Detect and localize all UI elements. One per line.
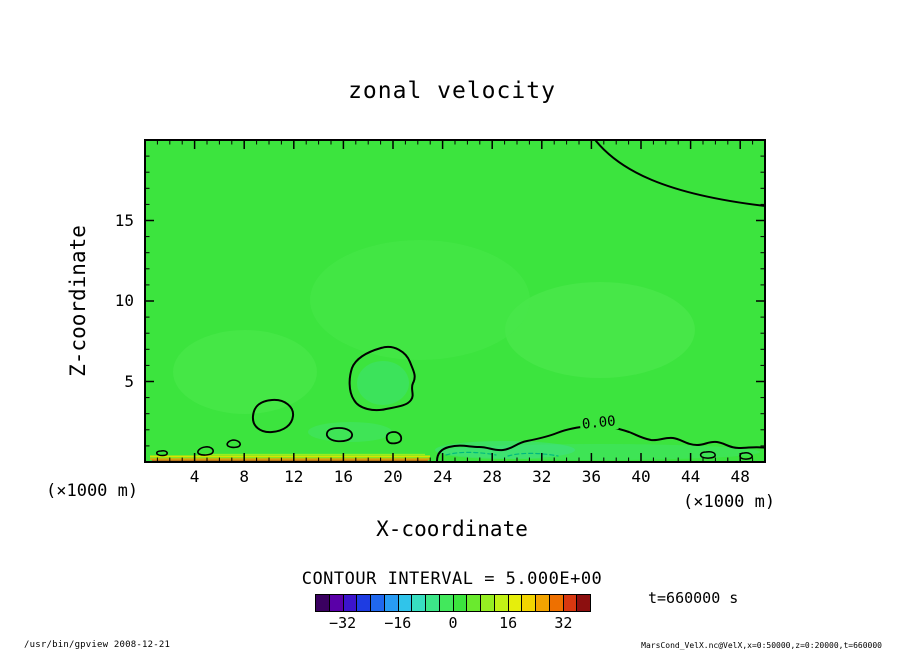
colorbar-segment (521, 595, 535, 611)
colorbar-segment (425, 595, 439, 611)
footer-command: /usr/bin/gpview 2008-12-21 (24, 640, 171, 650)
colorbar-segment (397, 595, 412, 611)
footer-dataset: MarsCond_VelX.nc@VelX,x=0:50000,z=0:2000… (641, 641, 882, 650)
colorbar-segment (535, 595, 549, 611)
y-axis-title: Z-coordinate (66, 225, 90, 377)
contour-line (226, 439, 241, 449)
x-axis-title: X-coordinate (376, 517, 528, 541)
contour-line (325, 427, 353, 443)
colorbar-segment (342, 595, 357, 611)
shade-patch (310, 240, 530, 360)
colorbar (315, 594, 591, 612)
colorbar-segment (383, 595, 398, 611)
contour-line (348, 346, 416, 412)
contour-interval-label: CONTOUR INTERVAL = 5.000E+00 (301, 569, 603, 589)
colorbar-segment (452, 595, 467, 611)
colorbar-segment (466, 595, 480, 611)
colorbar-segment (480, 595, 494, 611)
contour-line (595, 140, 765, 207)
colorbar-segment (316, 595, 329, 611)
time-annotation: t=660000 s (648, 589, 739, 607)
contour-line (507, 452, 559, 457)
colorbar-segment (507, 595, 522, 611)
colorbar-segment (576, 595, 590, 611)
colorbar-segment (370, 595, 384, 611)
shade-patch (440, 444, 760, 460)
colorbar-segment (438, 595, 453, 611)
colorbar-segment (411, 595, 425, 611)
axis-ticks (145, 140, 765, 462)
contour-line (156, 450, 168, 457)
contour-line (197, 446, 214, 456)
axis-unit-right: (×1000 m) (683, 492, 776, 512)
colorbar-segment (328, 595, 343, 611)
colorbar-segment (356, 595, 370, 611)
plot-title: zonal velocity (348, 78, 556, 104)
colorbar-segment (493, 595, 508, 611)
shade-patch (357, 361, 409, 405)
contour-field (145, 140, 765, 462)
axis-unit-left: (×1000 m) (46, 481, 139, 501)
contour-line (385, 431, 403, 445)
contour-line (699, 451, 716, 459)
shade-patch (173, 330, 317, 414)
shade-patch (505, 282, 695, 378)
contour-line (251, 398, 295, 434)
colorbar-segment (548, 595, 563, 611)
colorbar-segment (562, 595, 577, 611)
